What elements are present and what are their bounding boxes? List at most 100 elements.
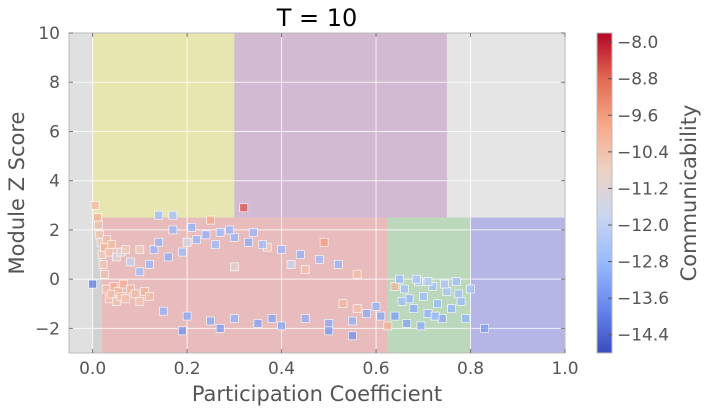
data-point [130, 289, 140, 299]
data-point [192, 235, 201, 245]
data-point [215, 228, 225, 237]
data-point [239, 203, 249, 213]
y-axis-label: Module Z Score [5, 112, 29, 275]
data-point [362, 309, 371, 318]
x-tick-label: 0.8 [457, 359, 484, 379]
data-point [93, 220, 103, 230]
data-point [324, 326, 334, 336]
data-point [88, 279, 97, 289]
data-point [100, 269, 109, 279]
data-point [149, 245, 159, 254]
data-point [135, 267, 145, 277]
data-point [253, 319, 263, 328]
data-point [416, 321, 426, 331]
data-point [418, 292, 428, 301]
colorbar-tick-label: −12.8 [617, 253, 669, 273]
scatter-points [88, 201, 489, 341]
region-1 [92, 33, 235, 218]
data-point [324, 319, 334, 328]
x-tick-label: 0.2 [174, 359, 201, 379]
data-point [352, 269, 362, 279]
data-point [98, 260, 108, 269]
data-point [447, 304, 456, 313]
y-tick-label: 4 [49, 172, 60, 192]
data-point [230, 233, 239, 242]
colorbar-tick-label: −10.4 [617, 143, 669, 163]
data-point [215, 324, 225, 333]
colorbar-tick-label: −9.6 [617, 106, 658, 126]
y-tick-label: 2 [49, 221, 60, 241]
data-point [466, 284, 475, 294]
data-point [338, 299, 348, 309]
data-point [461, 314, 471, 323]
data-point [348, 316, 357, 326]
data-point [333, 260, 343, 269]
data-point [456, 297, 466, 306]
y-tick-label: 6 [49, 122, 60, 142]
data-point [107, 240, 116, 249]
data-point [182, 237, 192, 247]
data-point [402, 319, 412, 328]
data-point [90, 201, 100, 210]
data-point [397, 297, 407, 306]
data-point [400, 284, 409, 294]
data-point [230, 314, 239, 323]
colorbar-ticks: −8.0 −8.8 −9.6 −10.4 −11.2 −12.0 −12.8 −13.6 −14… [608, 33, 669, 346]
data-point [93, 213, 102, 222]
data-point [411, 274, 421, 284]
data-point [480, 324, 489, 333]
colorbar-tick-label: −8.0 [617, 33, 658, 53]
data-point [121, 245, 130, 254]
colorbar-tick-label: −12.0 [617, 216, 669, 236]
data-point [390, 282, 400, 291]
data-point [440, 279, 449, 289]
data-point [211, 240, 220, 249]
data-point [258, 240, 267, 249]
data-point [154, 237, 164, 247]
data-point [395, 274, 404, 284]
data-point [348, 331, 357, 341]
region-2 [234, 33, 447, 218]
data-point [286, 260, 296, 269]
data-point [352, 304, 362, 313]
data-point [178, 326, 187, 336]
data-point [315, 255, 324, 264]
x-tick-label: 0.4 [268, 359, 295, 379]
data-point [430, 311, 440, 321]
data-point [154, 210, 164, 220]
data-point [423, 277, 433, 286]
data-point [267, 314, 277, 323]
data-point [140, 287, 149, 296]
colorbar-tick-label: −14.4 [617, 326, 669, 346]
data-point [102, 235, 112, 245]
data-point [159, 306, 168, 316]
data-point [390, 311, 400, 321]
data-point [145, 292, 154, 301]
y-tick-label: 10 [38, 24, 60, 44]
data-point [277, 245, 286, 254]
data-point [383, 321, 393, 331]
data-point [182, 311, 192, 321]
data-point [442, 287, 452, 296]
x-tick-label: 0.0 [79, 359, 106, 379]
colorbar-tick-label: −13.6 [617, 289, 669, 309]
data-point [109, 282, 119, 291]
data-point [206, 215, 216, 225]
data-point [248, 228, 258, 237]
data-point [454, 289, 464, 299]
data-point [433, 299, 442, 309]
y-axis-ticks: −2 0 2 4 6 8 10 [35, 24, 565, 339]
region-0 [69, 33, 93, 353]
region-4 [102, 217, 388, 353]
chart-title: T = 10 [276, 4, 358, 32]
data-point [126, 284, 135, 294]
plot-regions [69, 33, 565, 353]
data-point [319, 237, 329, 247]
y-tick-label: 0 [49, 270, 60, 290]
data-point [244, 237, 253, 247]
data-point [178, 247, 187, 257]
data-point [206, 316, 216, 326]
data-point [371, 301, 381, 311]
data-point [300, 265, 310, 274]
